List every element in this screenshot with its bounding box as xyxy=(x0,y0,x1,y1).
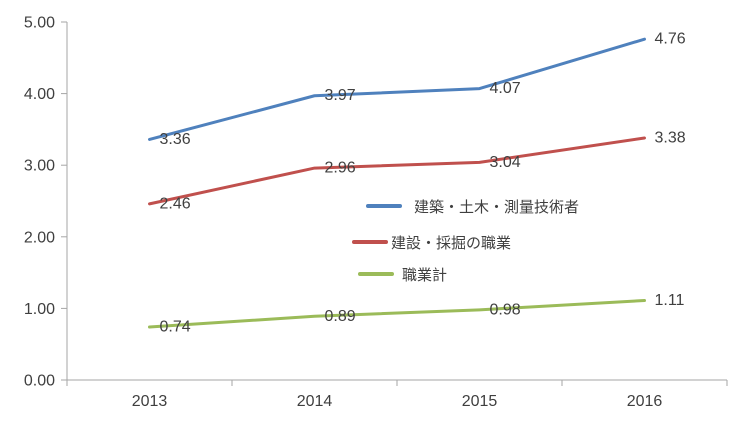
data-label: 0.98 xyxy=(490,301,521,318)
data-label: 2.96 xyxy=(325,160,356,177)
y-tick-label: 0.00 xyxy=(24,373,55,390)
data-label: 4.76 xyxy=(655,31,686,48)
legend-item: 職業計 xyxy=(358,264,579,284)
axes: 0.00 1.00 2.00 3.00 4.00 5.00 2013 2014 2015 2016 xyxy=(24,15,728,410)
legend-label: 建設・採掘の職業 xyxy=(391,234,512,252)
series-職業計: 0.74 0.89 0.98 1.11 xyxy=(148,292,685,336)
legend: 建築・土木・測量技術者 建設・採掘の職業 職業計 xyxy=(352,196,579,284)
series-建築・土木・測量技術者: 3.36 3.97 4.07 4.76 xyxy=(148,31,686,148)
data-label: 0.89 xyxy=(325,308,356,325)
series-建設・採掘の職業: 2.46 2.96 3.04 3.38 xyxy=(148,129,686,212)
y-tick-label: 2.00 xyxy=(24,229,55,246)
legend-item: 建築・土木・測量技術者 xyxy=(366,196,579,216)
y-tick-label: 4.00 xyxy=(24,86,55,103)
data-label: 3.97 xyxy=(325,87,356,104)
x-tick-label: 2015 xyxy=(462,393,498,410)
y-tick-label: 1.00 xyxy=(24,301,55,318)
data-label: 3.36 xyxy=(160,131,191,148)
x-tick-label: 2016 xyxy=(627,393,663,410)
data-label: 1.11 xyxy=(655,292,685,309)
x-tick-label: 2013 xyxy=(132,393,168,410)
legend-item: 建設・採掘の職業 xyxy=(352,232,579,252)
data-label: 4.07 xyxy=(490,80,521,97)
x-tick-label: 2014 xyxy=(297,393,333,410)
series-line xyxy=(148,37,646,141)
legend-label: 職業計 xyxy=(402,266,448,284)
legend-swatch-line xyxy=(358,272,394,276)
y-tick-label: 3.00 xyxy=(24,158,55,175)
series-line xyxy=(148,136,646,206)
legend-swatch-line xyxy=(352,240,388,244)
data-label: 2.46 xyxy=(160,195,191,212)
legend-label: 建築・土木・測量技術者 xyxy=(414,198,580,216)
data-label: 0.74 xyxy=(160,319,191,336)
data-label: 3.38 xyxy=(655,129,686,146)
series-line xyxy=(148,299,646,329)
legend-swatch-line xyxy=(366,204,402,208)
data-label: 3.04 xyxy=(490,154,521,171)
y-tick-label: 5.00 xyxy=(24,15,55,32)
